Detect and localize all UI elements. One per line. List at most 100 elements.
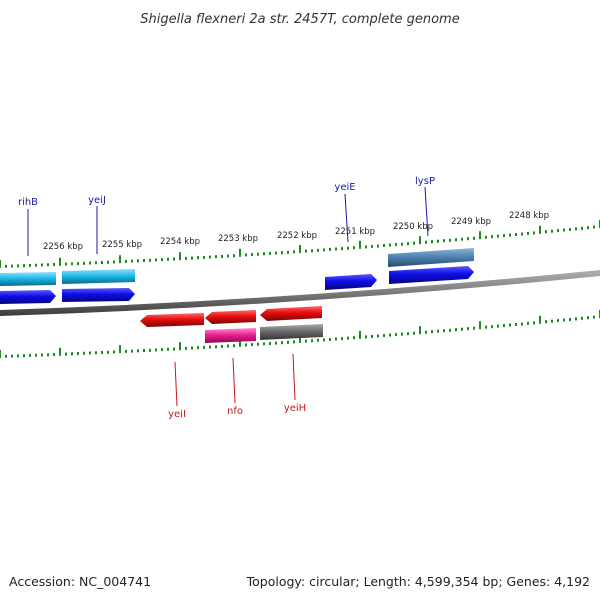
connector-yeiI bbox=[174, 361, 178, 407]
minor-tick bbox=[383, 334, 385, 337]
minor-tick bbox=[533, 231, 535, 235]
minor-tick bbox=[431, 240, 433, 244]
cds-feature-yeiH[interactable] bbox=[260, 306, 322, 321]
cds-feature-lysP[interactable] bbox=[389, 266, 474, 284]
minor-tick bbox=[251, 343, 253, 347]
major-tick bbox=[299, 335, 301, 343]
gene-label-yeiJ[interactable]: yeiJ bbox=[88, 195, 106, 206]
forward-cds bbox=[0, 266, 474, 304]
major-tick bbox=[179, 252, 181, 261]
gene-feature-yeiH[interactable] bbox=[260, 324, 323, 340]
minor-tick bbox=[593, 315, 595, 319]
minor-tick bbox=[281, 341, 283, 345]
minor-tick bbox=[491, 325, 493, 329]
minor-tick bbox=[587, 226, 589, 230]
gene-feature-lysP[interactable] bbox=[388, 248, 474, 267]
minor-tick bbox=[293, 340, 295, 344]
label-connectors bbox=[27, 186, 429, 407]
minor-tick bbox=[551, 319, 553, 323]
cds-feature-yeiJ[interactable] bbox=[62, 288, 135, 302]
gene-label-yeiE[interactable]: yeiE bbox=[334, 182, 355, 193]
minor-tick bbox=[563, 318, 565, 322]
minor-tick bbox=[215, 255, 217, 259]
minor-tick bbox=[485, 325, 487, 329]
minor-tick bbox=[581, 226, 583, 230]
kbp-label: 2248 kbp bbox=[509, 211, 549, 221]
minor-tick bbox=[557, 229, 559, 233]
minor-tick bbox=[23, 354, 25, 358]
kbp-label: 2249 kbp bbox=[451, 217, 491, 227]
minor-tick bbox=[107, 260, 109, 264]
kbp-labels: 2256 kbp 2255 kbp 2254 kbp 2253 kbp 2252… bbox=[43, 211, 549, 252]
minor-tick bbox=[215, 345, 217, 349]
kbp-label: 2254 kbp bbox=[160, 237, 200, 247]
major-tick bbox=[359, 240, 361, 249]
minor-tick bbox=[305, 249, 307, 253]
minor-tick bbox=[569, 318, 571, 321]
minor-tick bbox=[287, 340, 289, 344]
minor-tick bbox=[461, 237, 463, 241]
minor-tick bbox=[311, 339, 313, 343]
major-tick bbox=[239, 338, 241, 347]
minor-tick bbox=[413, 331, 415, 335]
minor-tick bbox=[53, 263, 55, 266]
minor-tick bbox=[497, 234, 499, 238]
map-title: Shigella flexneri 2a str. 2457T, complet… bbox=[140, 12, 459, 27]
gene-label-yeiI[interactable]: yeiI bbox=[168, 409, 186, 420]
topology-text: Topology: circular; Length: 4,599,354 bp… bbox=[246, 574, 590, 589]
gene-feature-rihB[interactable] bbox=[0, 272, 56, 286]
minor-tick bbox=[125, 349, 127, 353]
minor-tick bbox=[455, 238, 457, 242]
minor-tick bbox=[221, 344, 223, 348]
gene-feature-nfo[interactable] bbox=[205, 328, 256, 343]
minor-tick bbox=[545, 320, 547, 324]
gene-label-lysP[interactable]: lysP bbox=[415, 176, 435, 187]
minor-tick bbox=[77, 262, 79, 266]
minor-tick bbox=[455, 328, 457, 332]
minor-tick bbox=[89, 261, 91, 265]
minor-tick bbox=[209, 255, 211, 259]
minor-tick bbox=[269, 342, 271, 345]
kbp-label: 2253 kbp bbox=[218, 234, 258, 244]
connector-yeiH bbox=[292, 353, 296, 401]
minor-tick bbox=[5, 354, 7, 358]
minor-tick bbox=[437, 329, 439, 333]
minor-tick bbox=[521, 232, 523, 236]
minor-tick bbox=[143, 259, 145, 262]
minor-tick bbox=[521, 322, 523, 326]
cds-feature-nfo[interactable] bbox=[205, 310, 256, 324]
minor-tick bbox=[527, 321, 529, 325]
minor-tick bbox=[203, 255, 205, 259]
minor-tick bbox=[389, 333, 391, 337]
minor-tick bbox=[173, 257, 175, 261]
cds-feature-yeiE[interactable] bbox=[325, 274, 377, 290]
minor-tick bbox=[47, 353, 49, 357]
minor-tick bbox=[395, 243, 397, 247]
minor-tick bbox=[53, 353, 55, 356]
minor-tick bbox=[203, 345, 205, 349]
minor-tick bbox=[569, 228, 571, 231]
minor-tick bbox=[485, 235, 487, 239]
gene-label-yeiH[interactable]: yeiH bbox=[284, 403, 306, 414]
minor-tick bbox=[353, 336, 355, 340]
reverse-cds bbox=[140, 306, 322, 327]
minor-tick bbox=[35, 353, 37, 357]
minor-tick bbox=[185, 346, 187, 350]
minor-tick bbox=[377, 244, 379, 248]
minor-tick bbox=[293, 250, 295, 254]
gene-labels: rihB yeiJ yeiE lysP yeiI nfo yeiH bbox=[18, 176, 435, 420]
genome-backbone bbox=[0, 270, 600, 316]
gene-label-nfo[interactable]: nfo bbox=[227, 406, 243, 417]
minor-tick bbox=[545, 230, 547, 234]
minor-tick bbox=[155, 258, 157, 262]
cds-feature-yeiI[interactable] bbox=[140, 313, 204, 327]
minor-tick bbox=[17, 264, 19, 268]
minor-tick bbox=[113, 350, 115, 354]
minor-tick bbox=[503, 234, 505, 238]
major-tick bbox=[479, 231, 481, 240]
cds-feature-rihB[interactable] bbox=[0, 290, 56, 304]
gene-feature-yeiJ[interactable] bbox=[62, 269, 135, 284]
gene-label-rihB[interactable]: rihB bbox=[18, 197, 38, 208]
minor-tick bbox=[353, 246, 355, 250]
